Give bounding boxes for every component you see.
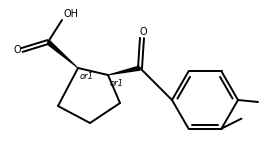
Polygon shape bbox=[46, 40, 78, 68]
Text: O: O bbox=[139, 27, 147, 37]
Text: or1: or1 bbox=[80, 72, 94, 81]
Polygon shape bbox=[108, 65, 141, 76]
Text: O: O bbox=[13, 45, 21, 55]
Text: OH: OH bbox=[63, 9, 78, 19]
Text: or1: or1 bbox=[110, 79, 124, 88]
